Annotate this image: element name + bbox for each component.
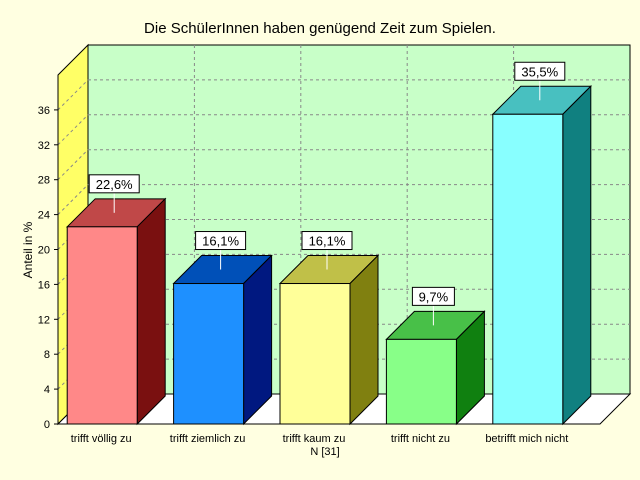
gridline-wall [57, 219, 89, 250]
gridline-wall [57, 323, 89, 355]
sample-size-label: N [31] [310, 446, 340, 458]
y-tick-label: 28 [38, 175, 50, 187]
gridline-wall [57, 79, 89, 111]
gridline-wall [57, 114, 89, 146]
bar-side-face [136, 197, 166, 426]
bar [279, 283, 351, 425]
value-label-box [411, 286, 455, 306]
value-label-box [195, 231, 247, 251]
y-tick-label: 16 [38, 279, 50, 291]
bar [173, 283, 245, 425]
value-label: 16,1% [202, 234, 239, 249]
bar [385, 338, 457, 425]
gridline-wall [57, 254, 89, 285]
category-label: betrifft mich nicht [485, 433, 568, 445]
category-label: trifft völlig zu [71, 433, 132, 445]
value-label-box [88, 174, 140, 194]
value-label: 35,5% [521, 64, 558, 79]
bar [66, 226, 138, 425]
value-label: 16,1% [309, 234, 346, 249]
bar [492, 113, 564, 425]
gridline-wall [57, 288, 89, 320]
y-tick-label: 32 [38, 140, 50, 152]
value-label: 9,7% [419, 289, 449, 304]
y-tick-label: 8 [44, 349, 50, 361]
category-label: trifft ziemlich zu [170, 433, 246, 445]
value-label: 22,6% [96, 177, 133, 192]
y-tick-label: 4 [44, 384, 50, 396]
chart-title: Die SchülerInnen haben genügend Zeit zum… [144, 20, 496, 37]
gridline-wall [57, 184, 89, 215]
y-tick-label: 24 [38, 210, 50, 222]
value-label-box [301, 231, 353, 251]
y-tick-label: 36 [38, 105, 50, 117]
y-tick-label: 0 [44, 419, 50, 431]
category-label: trifft nicht zu [391, 433, 450, 445]
category-label: trifft kaum zu [283, 433, 346, 445]
y-tick-label: 12 [38, 314, 50, 326]
gridline-wall [57, 149, 89, 181]
y-tick-label: 20 [38, 245, 50, 257]
bar-side-face [562, 85, 592, 426]
value-label-box [514, 61, 566, 81]
gridline-wall [57, 358, 89, 390]
bar-side-face [243, 254, 273, 426]
bar-side-face [349, 254, 379, 426]
